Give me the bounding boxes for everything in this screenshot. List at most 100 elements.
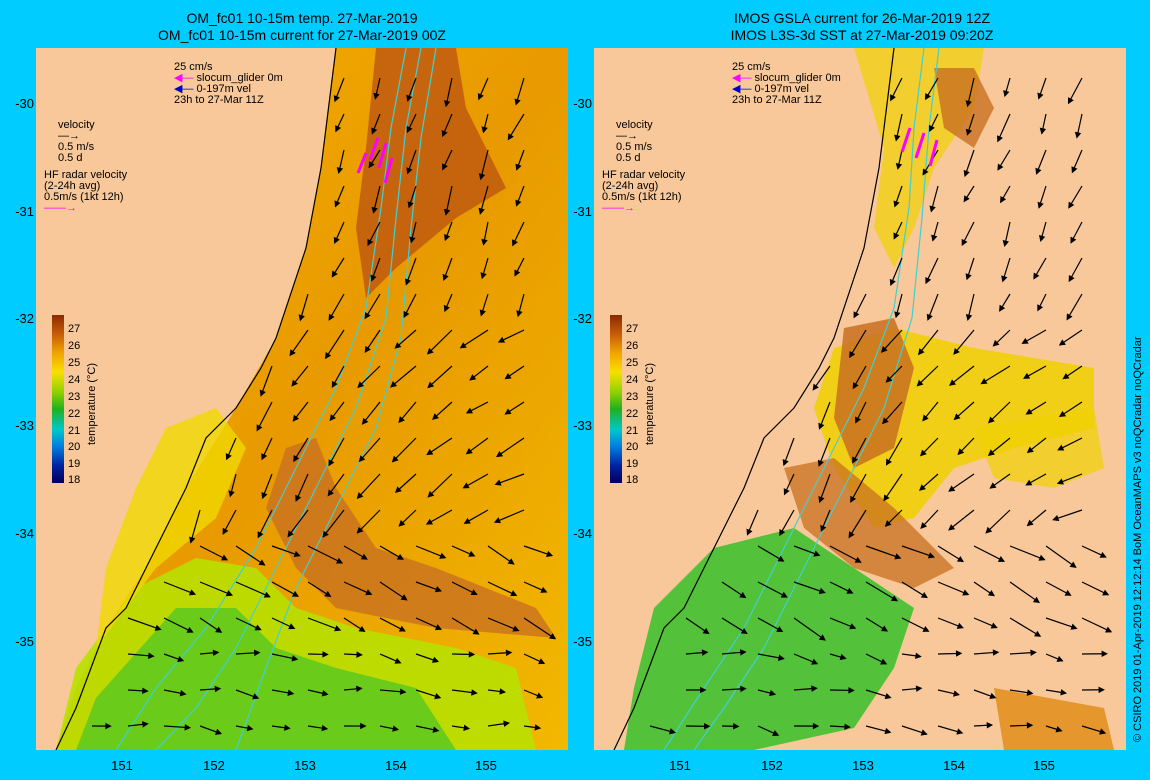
velocity-arrowhead [371,127,378,135]
velocity-arrowhead [398,519,406,527]
velocity-arrowhead [373,92,380,100]
velocity-arrowhead [850,495,857,503]
velocity-arrowhead [812,722,820,730]
velocity-arrowhead [225,453,232,461]
velocity-arrowhead [1099,551,1107,558]
mid-temp-region [96,408,246,648]
velocity-arrowhead [987,416,995,424]
velocity-arrowhead [986,722,994,729]
velocity-arrowhead [890,595,899,602]
velocity-arrowhead [471,689,478,696]
velocity-arrowhead [189,536,196,544]
velocity-arrowhead [494,479,502,486]
velocity-arrow [287,509,309,537]
velocity-arrowhead [184,724,192,731]
sst-patch-east [974,408,1104,488]
velocity-arrow [163,617,193,633]
velocity-arrow [948,509,975,531]
velocity-arrowhead [922,626,930,632]
velocity-arrowhead [291,655,299,662]
velocity-arrowhead [333,95,340,103]
velocity-arrowhead [252,693,260,700]
velocity-arrowhead [992,649,1000,656]
velocity-arrowhead [398,416,405,424]
velocity-arrowhead [405,278,412,286]
left-map [36,48,568,750]
velocity-arrow [496,437,525,457]
velocity-arrow [357,473,381,499]
velocity-arrowhead [927,552,935,559]
y-tick: -32 [15,311,34,326]
velocity-arrow [328,437,345,466]
velocity-arrow [260,365,273,396]
velocity-arrow [981,365,1011,385]
velocity-arrowhead [992,339,1000,347]
velocity-arrowhead [336,167,344,175]
velocity-arrowhead [813,550,821,557]
velocity-arrow [886,437,903,465]
velocity-arrow [235,545,265,566]
velocity-arrowhead [704,723,711,730]
velocity-arrow [127,617,161,631]
velocity-arrowhead [292,414,300,422]
velocity-arrowhead [356,492,364,500]
velocity-arrow [487,617,519,632]
velocity-arrowhead [400,594,408,601]
velocity-arrowhead [920,729,928,736]
velocity-arrowhead [540,586,548,593]
x-tick: 154 [385,758,407,773]
velocity-arrowhead [254,624,262,631]
velocity-arrowhead [890,94,896,102]
velocity-arrowhead [478,207,485,215]
velocity-arrowhead [328,459,335,467]
velocity-arrowhead [333,236,340,245]
credit-text: © CSIRO 2019 01-Apr-2019 12:12:14 BoM Oc… [1132,336,1144,742]
velocity-arrowhead [1023,372,1031,379]
velocity-arrowhead [335,557,344,564]
velocity-arrowhead [783,488,790,496]
velocity-arrowhead [331,270,338,278]
velocity-arrowhead [1066,313,1073,321]
contour-2000m [235,48,437,750]
velocity-arrowhead [493,517,501,524]
velocity-arrowhead [186,626,194,633]
velocity-arrowhead [406,94,413,102]
velocity-arrowhead [538,658,546,665]
velocity-arrowhead [1035,167,1042,175]
velocity-arrowhead [849,350,856,359]
velocity-arrowhead [287,689,295,696]
velocity-arrowhead [948,485,956,492]
velocity-arrowhead [848,687,855,694]
velocity-arrowhead [504,408,512,415]
velocity-arrowhead [105,722,112,730]
velocity-arrowhead [504,372,512,380]
velocity-arrowhead [880,658,888,665]
velocity-arrowhead [443,304,450,313]
velocity-arrow [865,545,901,559]
velocity-arrowhead [394,342,402,349]
cool-core-region [76,608,456,750]
velocity-arrowhead [515,163,522,171]
velocity-arrowhead [546,550,554,558]
velocity-arrowhead [852,382,859,390]
velocity-arrowhead [1037,304,1044,312]
velocity-arrowhead [462,482,470,489]
velocity-arrowhead [853,311,860,319]
velocity-arrowhead [406,125,413,134]
velocity-arrowhead [392,725,400,732]
x-tick: 154 [943,758,965,773]
velocity-arrowhead [258,559,266,566]
velocity-arrowhead [327,489,334,497]
warm-patch-north [934,68,994,148]
y-tick: -31 [573,204,592,219]
glider-tracks [356,137,394,184]
right-map-panel[interactable] [594,48,1126,750]
velocity-arrowhead [470,589,478,596]
velocity-arrowhead [427,490,435,498]
velocity-arrowhead [702,627,710,635]
left-map-panel[interactable] [36,48,568,750]
velocity-arrowhead [739,591,747,599]
velocity-arrowhead [334,625,342,632]
velocity-arrowhead [390,381,398,388]
velocity-arrowhead [443,208,451,216]
